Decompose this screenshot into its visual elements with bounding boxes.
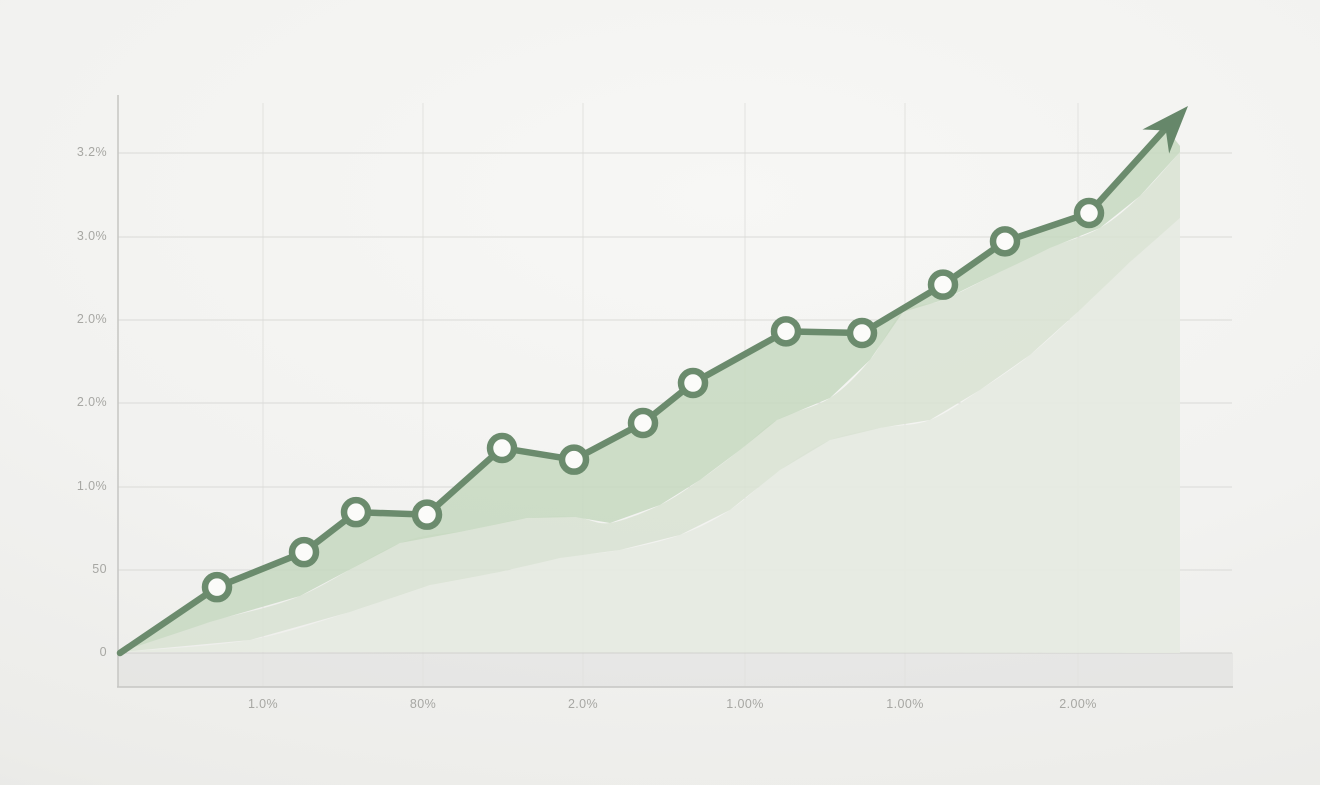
y-axis-tick-label: 3.0% (76, 229, 107, 243)
data-point-marker (340, 496, 372, 528)
data-point-marker (927, 269, 959, 300)
x-axis-tick-label: 2.0% (567, 697, 599, 711)
y-axis-tick-label: 0 (99, 645, 107, 659)
below-baseline-strip (118, 653, 1233, 687)
data-point-marker (627, 407, 659, 439)
y-axis-tick-label: 2.0% (76, 312, 107, 326)
data-point-marker (770, 316, 802, 347)
y-axis-tick-label: 3.2% (76, 145, 107, 159)
data-point-marker (989, 226, 1021, 257)
y-axis-tick-label: 1.0% (76, 479, 107, 493)
data-point-marker (846, 317, 878, 349)
data-point-marker (558, 444, 590, 475)
x-axis-tick-label: 2.00% (1059, 697, 1097, 711)
data-point-marker (411, 499, 443, 530)
data-point-marker (288, 536, 320, 568)
x-axis-tick-label: 1.00% (726, 697, 764, 711)
data-point-marker (486, 432, 518, 464)
x-axis-tick-label: 1.00% (886, 697, 924, 711)
y-axis-tick-label: 2.0% (76, 395, 107, 409)
data-point-marker (1073, 197, 1105, 229)
y-axis-tick-label: 50 (92, 562, 107, 576)
arrowhead-icon (1142, 106, 1188, 154)
data-point-marker (201, 571, 233, 603)
x-axis-tick-label: 80% (409, 697, 437, 711)
data-point-marker (677, 367, 709, 399)
x-axis-tick-label: 1.0% (247, 697, 279, 711)
area-fill-faint (120, 218, 1180, 653)
area-fill-under-line (120, 128, 1180, 653)
